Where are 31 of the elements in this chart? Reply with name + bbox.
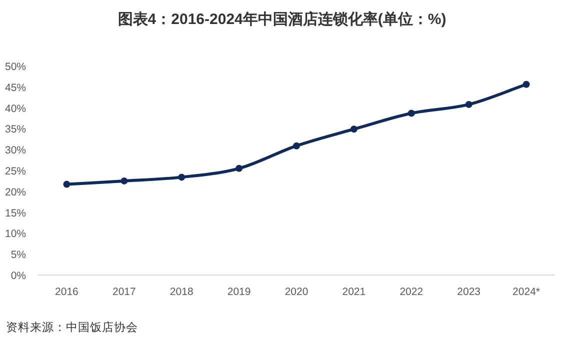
- y-tick-label: 50%: [4, 61, 26, 73]
- chart-title: 图表4：2016-2024年中国酒店连锁化率(单位：%): [118, 10, 446, 28]
- y-tick-label: 5%: [10, 249, 26, 262]
- point: [178, 174, 186, 181]
- x-tick-label: 2018: [170, 286, 194, 298]
- y-tick-label: 25%: [4, 166, 26, 178]
- point: [465, 100, 472, 108]
- y-tick-label: 20%: [4, 186, 26, 198]
- point: [63, 180, 70, 188]
- x-tick-label: 2021: [342, 286, 366, 298]
- y-tick-label: 0%: [10, 270, 26, 282]
- point: [350, 126, 358, 133]
- x-tick-label: 2024*: [512, 286, 540, 298]
- x-tick-label: 2022: [400, 286, 424, 298]
- y-tick-label: 30%: [4, 144, 26, 157]
- y-tick-label: 45%: [4, 82, 26, 94]
- point: [236, 164, 243, 172]
- x-tick-label: 2016: [55, 286, 79, 298]
- point: [522, 80, 530, 88]
- x-tick-label: 2019: [227, 286, 251, 298]
- x-tick-label: 2023: [457, 286, 481, 298]
- x-tick-label: 2017: [112, 286, 136, 298]
- point: [293, 142, 300, 150]
- y-tick-label: 40%: [4, 102, 26, 115]
- point: [120, 177, 128, 184]
- y-tick-label: 35%: [4, 124, 26, 136]
- text: 资料来源：中国饭店协会: [6, 320, 138, 334]
- x-tick-label: 2020: [284, 286, 308, 298]
- point: [408, 110, 415, 117]
- y-tick-label: 10%: [4, 228, 26, 240]
- y-tick-label: 15%: [4, 207, 26, 220]
